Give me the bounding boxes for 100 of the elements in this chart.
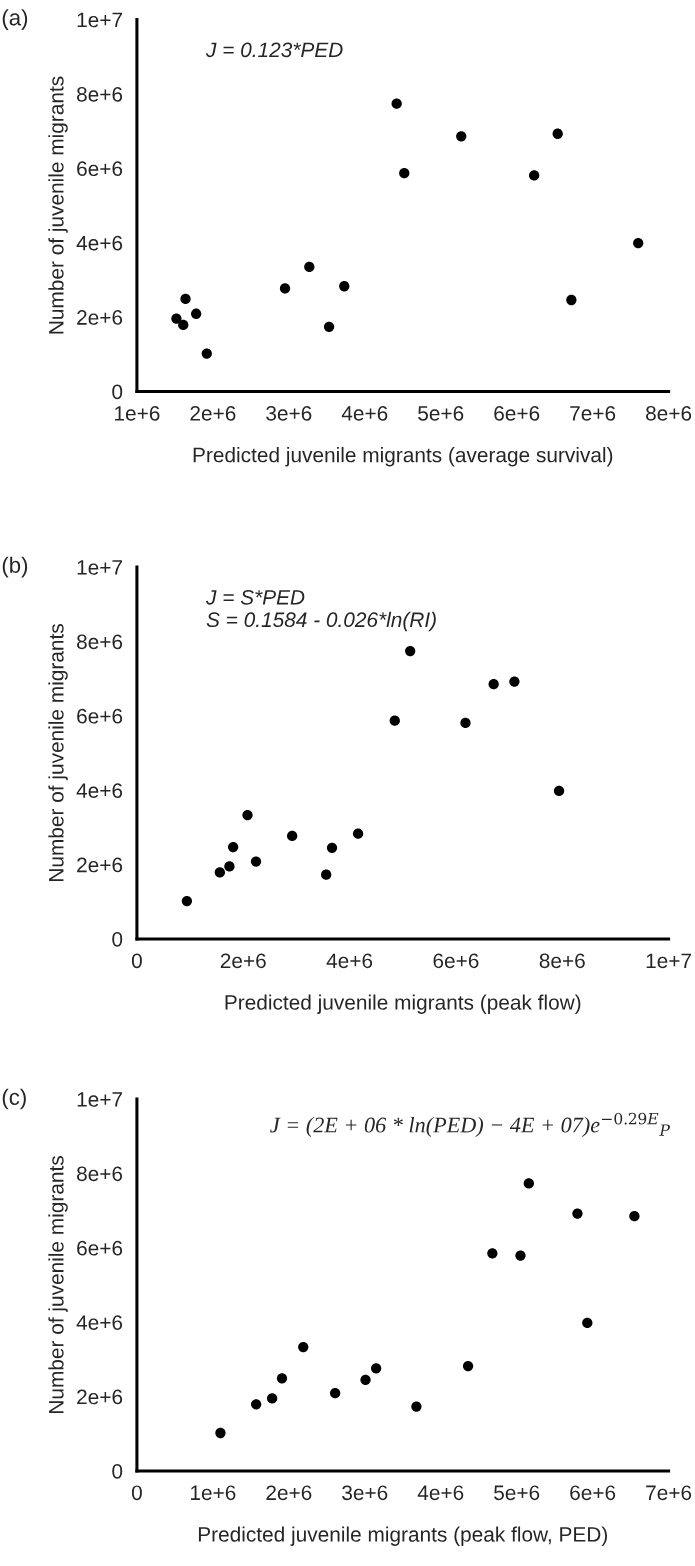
x-axis-title: Predicted juvenile migrants (peak flow, PED) (198, 1526, 607, 1546)
x-tick-label: 1e+6 (115, 405, 160, 421)
y-tick-label: 6e+6 (77, 708, 123, 724)
y-tick-label: 8e+6 (77, 634, 123, 650)
point (389, 715, 400, 726)
x-tick-label: 6e+6 (494, 405, 540, 421)
point (529, 170, 540, 181)
y-tick-label: 2e+6 (77, 1389, 123, 1405)
point (279, 283, 291, 294)
x-tick-label: 1e+6 (191, 1485, 236, 1501)
x-tick-label: 1e+7 (646, 953, 692, 969)
point (572, 1208, 583, 1219)
chart-title: (c) (2, 1088, 26, 1110)
annotation: J = S*PED S = 0.1584 - 0.026*ln(RI) (205, 589, 436, 632)
x-tick-label: 2e+6 (190, 405, 236, 421)
point (371, 1363, 382, 1374)
x-tick-label: 0 (131, 953, 142, 969)
y-tick-label: 2e+6 (77, 857, 123, 873)
point (251, 1399, 262, 1410)
y-tick-label: 6e+6 (77, 1240, 123, 1256)
point (180, 293, 191, 305)
x-tick-label: 2e+6 (266, 1485, 312, 1501)
x-tick-label: 7e+6 (570, 405, 616, 421)
x-tick-label: 4e+6 (417, 1485, 464, 1501)
point (181, 895, 193, 907)
y-tick-label: 0 (112, 1463, 123, 1479)
x-tick-label: 0 (131, 1485, 142, 1501)
chart-title: (b) (2, 556, 28, 578)
point (276, 1373, 288, 1384)
point (360, 1374, 371, 1385)
point (352, 828, 364, 839)
y-axis-title: Number of juvenile migrants (48, 1156, 68, 1413)
y-axis-title: Number of juvenile migrants (48, 624, 68, 881)
point (582, 1317, 593, 1329)
point (330, 1388, 341, 1399)
y-tick-label: 4e+6 (76, 235, 123, 251)
y-tick-label: 0 (112, 931, 123, 947)
x-tick-label: 5e+6 (494, 1485, 540, 1501)
point (228, 841, 239, 853)
point (191, 308, 202, 319)
point (509, 676, 520, 687)
point (523, 1178, 534, 1189)
point (552, 128, 563, 139)
point (633, 237, 644, 249)
point (321, 869, 332, 880)
point (405, 645, 416, 657)
x-tick-label: 4e+6 (341, 405, 388, 421)
point (171, 313, 182, 324)
point (488, 679, 499, 690)
y-tick-label: 1e+7 (77, 1092, 122, 1107)
point (566, 294, 577, 306)
y-tick-label: 1e+7 (77, 12, 122, 28)
point (462, 1360, 474, 1372)
point (460, 717, 471, 729)
x-tick-label: 2e+6 (220, 953, 266, 969)
point (399, 168, 410, 179)
y-tick-label: 8e+6 (77, 1166, 123, 1182)
annotation: J = 0.123*PED (205, 42, 343, 58)
y-tick-label: 4e+6 (76, 1315, 123, 1330)
x-tick-label: 8e+6 (646, 405, 692, 421)
annotation: J = (2E + 06 * ln(PED) − 4E + 07)e$^{−0.29E}$$_{P}$ (270, 1112, 670, 1138)
point (304, 261, 315, 273)
y-tick-label: 1e+7 (77, 560, 122, 575)
point (287, 830, 298, 842)
x-tick-label: 6e+6 (570, 1485, 616, 1501)
x-tick-label: 8e+6 (539, 953, 585, 969)
chart-title: (a) (2, 9, 28, 30)
y-tick-label: 4e+6 (76, 783, 123, 798)
point (629, 1211, 640, 1222)
point (323, 321, 335, 332)
x-axis-title: Predicted juvenile migrants (peak flow) (225, 994, 581, 1014)
x-tick-label: 7e+6 (646, 1485, 692, 1501)
x-tick-label: 6e+6 (433, 953, 479, 969)
point (456, 131, 467, 142)
y-tick-label: 6e+6 (77, 161, 123, 177)
point (214, 867, 226, 878)
point (339, 281, 350, 292)
point (326, 842, 338, 853)
x-tick-label: 4e+6 (326, 953, 373, 969)
point (553, 785, 565, 797)
y-axis-title: Number of juvenile migrants (48, 76, 68, 334)
point (411, 1401, 422, 1412)
point (178, 319, 189, 331)
point (487, 1248, 498, 1259)
x-tick-label: 3e+6 (266, 405, 312, 421)
y-tick-label: 2e+6 (77, 310, 123, 325)
point (266, 1393, 278, 1404)
point (224, 861, 235, 872)
point (215, 1427, 226, 1439)
point (515, 1250, 526, 1261)
x-tick-label: 5e+6 (418, 405, 464, 421)
y-tick-label: 0 (112, 384, 123, 400)
x-axis-title: Predicted juvenile migrants (average survival) (193, 447, 613, 467)
y-tick-label: 8e+6 (77, 86, 123, 102)
point (391, 98, 402, 109)
point (298, 1341, 309, 1353)
point (201, 348, 212, 359)
x-tick-label: 3e+6 (342, 1485, 388, 1501)
point (242, 809, 253, 821)
point (250, 856, 262, 867)
